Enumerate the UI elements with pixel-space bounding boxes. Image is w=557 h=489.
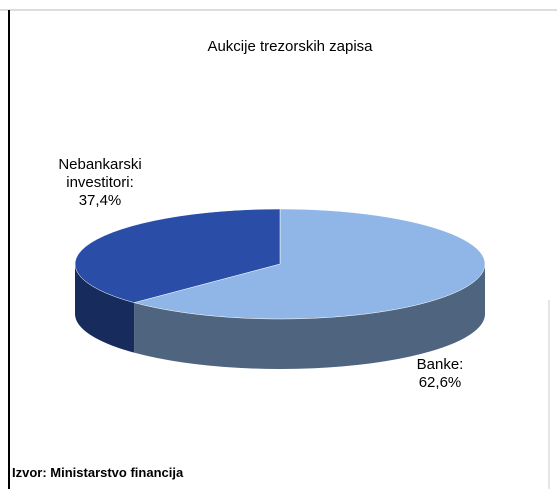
- slice-side: [134, 264, 485, 369]
- slice-value: 62,6%: [418, 374, 462, 391]
- slice: [133, 208, 486, 320]
- slice-label: Banke: 62,6%: [395, 356, 485, 392]
- slice-label: Nebankarski investitori: 37,4%: [45, 156, 155, 210]
- slice: [74, 208, 281, 303]
- source-note: Izvor: Ministarstvo financija: [12, 465, 184, 480]
- slice-side: [75, 264, 135, 353]
- slice-category: Banke:: [416, 356, 464, 373]
- chart-title: Aukcije trezorskih zapisa: [207, 38, 373, 55]
- slice-category: Nebankarski investitori:: [58, 156, 142, 191]
- pie: [74, 208, 486, 369]
- slice-value: 37,4%: [78, 192, 122, 209]
